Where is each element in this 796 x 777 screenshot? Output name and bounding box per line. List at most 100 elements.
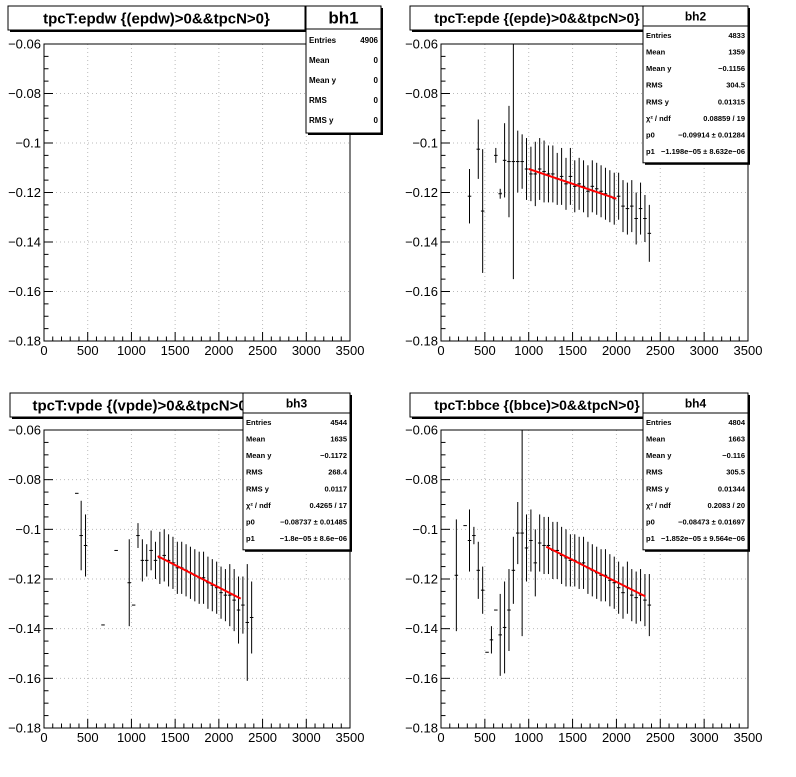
x-tick-label: 3000 <box>292 343 321 358</box>
data-point <box>647 204 652 262</box>
stats-label: RMS <box>309 96 327 105</box>
y-tick-label: −0.14 <box>405 235 438 250</box>
stats-value: 1635 <box>330 435 347 444</box>
stats-frame <box>642 5 749 164</box>
stats-label: χ² / ndf <box>246 501 271 510</box>
data-point <box>476 119 481 179</box>
data-point <box>577 157 581 210</box>
stats-value: −0.08737 ± 0.01485 <box>280 518 347 527</box>
data-point <box>498 593 502 676</box>
stats-value: 0.4265 / 17 <box>309 501 347 510</box>
x-tick-label: 2000 <box>204 343 233 358</box>
x-tick-label: 3500 <box>336 730 365 745</box>
stats-label: Entries <box>309 36 337 45</box>
y-axis: −0.06 −0.08 −0.1 −0.12 −0.14 −0.16 −0.18 <box>405 37 450 349</box>
stats-name: bh3 <box>286 397 308 411</box>
title-text: tpcT:epde {(epde)>0&&tpcN>0} <box>434 10 640 26</box>
stats-value: 0 <box>374 116 379 125</box>
data-point <box>223 569 228 622</box>
chart-title: tpcT:bbce {(bbce)>0&&tpcN>0} <box>409 392 666 419</box>
data-point <box>232 569 236 632</box>
y-tick-label: −0.12 <box>8 185 41 200</box>
data-point <box>542 140 546 203</box>
stats-box: bh2 Entries 4833 Mean 1359 Mean y −0.1156 RMS 30… <box>642 5 750 165</box>
stats-value: 4804 <box>728 418 746 427</box>
data-point <box>551 145 555 203</box>
x-tick-label: 0 <box>40 343 47 358</box>
data-point <box>127 539 131 627</box>
y-tick-label: −0.08 <box>8 86 41 101</box>
data-point <box>586 165 590 218</box>
data-point <box>581 536 586 589</box>
stats-label: Mean <box>309 56 330 65</box>
x-tick-label: 2500 <box>248 730 277 745</box>
chart-title: tpcT:vpde {(vpde)>0&&tpcN>0} <box>9 392 277 419</box>
y-tick-label: −0.06 <box>405 423 438 438</box>
stats-label: RMS y <box>646 97 670 106</box>
stats-label: p1 <box>646 147 655 156</box>
x-tick-label: 2500 <box>646 343 675 358</box>
stats-label: Mean <box>646 48 666 57</box>
data-point <box>537 138 542 200</box>
x-tick-label: 500 <box>474 343 496 358</box>
stats-label: Mean y <box>646 64 672 73</box>
data-point <box>564 157 568 210</box>
data-point <box>612 556 616 609</box>
data-point <box>594 162 599 215</box>
data-point <box>524 138 529 200</box>
data-point <box>621 566 625 619</box>
x-tick-label: 500 <box>77 730 99 745</box>
stats-value: 0.01344 <box>718 484 746 493</box>
stats-frame <box>242 392 351 551</box>
data-point <box>241 576 245 634</box>
y-tick-label: −0.16 <box>8 671 41 686</box>
fit-line <box>545 545 646 598</box>
data-point <box>245 564 250 681</box>
y-tick-label: −0.08 <box>405 86 438 101</box>
title-box <box>409 392 665 418</box>
data-point <box>162 529 166 582</box>
stats-value: 1359 <box>728 48 745 57</box>
x-tick-label: 2000 <box>602 343 631 358</box>
data-point <box>647 574 652 637</box>
data-point <box>219 566 223 619</box>
data-point <box>520 430 524 637</box>
data-point <box>537 514 542 572</box>
stats-label: RMS <box>646 81 663 90</box>
y-tick-label: −0.18 <box>405 721 438 736</box>
data-point <box>228 564 232 627</box>
data-point <box>140 539 145 582</box>
data-point <box>153 541 158 579</box>
stats-value: −0.1156 <box>718 64 745 73</box>
y-tick-label: −0.14 <box>8 235 41 250</box>
stats-value: 304.5 <box>726 81 745 90</box>
data-point <box>480 149 485 273</box>
y-tick-label: −0.16 <box>8 284 41 299</box>
x-tick-label: 2000 <box>602 730 631 745</box>
title-box <box>9 392 276 418</box>
stats-label: RMS <box>246 468 263 477</box>
x-tick-label: 1500 <box>558 730 587 745</box>
y-axis: −0.06 −0.08 −0.1 −0.12 −0.14 −0.16 −0.18 <box>8 423 53 736</box>
data-point <box>515 130 520 193</box>
data-point <box>520 134 524 189</box>
stats-label: Mean y <box>246 451 272 460</box>
y-tick-label: −0.06 <box>8 423 41 438</box>
data-point <box>476 541 481 599</box>
stats-value: 4544 <box>330 418 348 427</box>
data-point <box>467 509 472 572</box>
data-point <box>630 569 634 622</box>
x-tick-label: 2000 <box>204 730 233 745</box>
data-point <box>555 521 559 579</box>
data-point <box>507 569 511 652</box>
data-point <box>546 516 551 575</box>
stats-label: p0 <box>246 518 255 527</box>
data-point <box>511 536 516 604</box>
data-point <box>83 514 88 577</box>
x-axis: 0 500 1000 1500 2000 2500 3000 3500 <box>437 332 762 358</box>
data-point <box>559 147 564 205</box>
data-point <box>498 188 502 199</box>
x-tick-label: 3500 <box>734 730 763 745</box>
title-box <box>7 5 306 31</box>
